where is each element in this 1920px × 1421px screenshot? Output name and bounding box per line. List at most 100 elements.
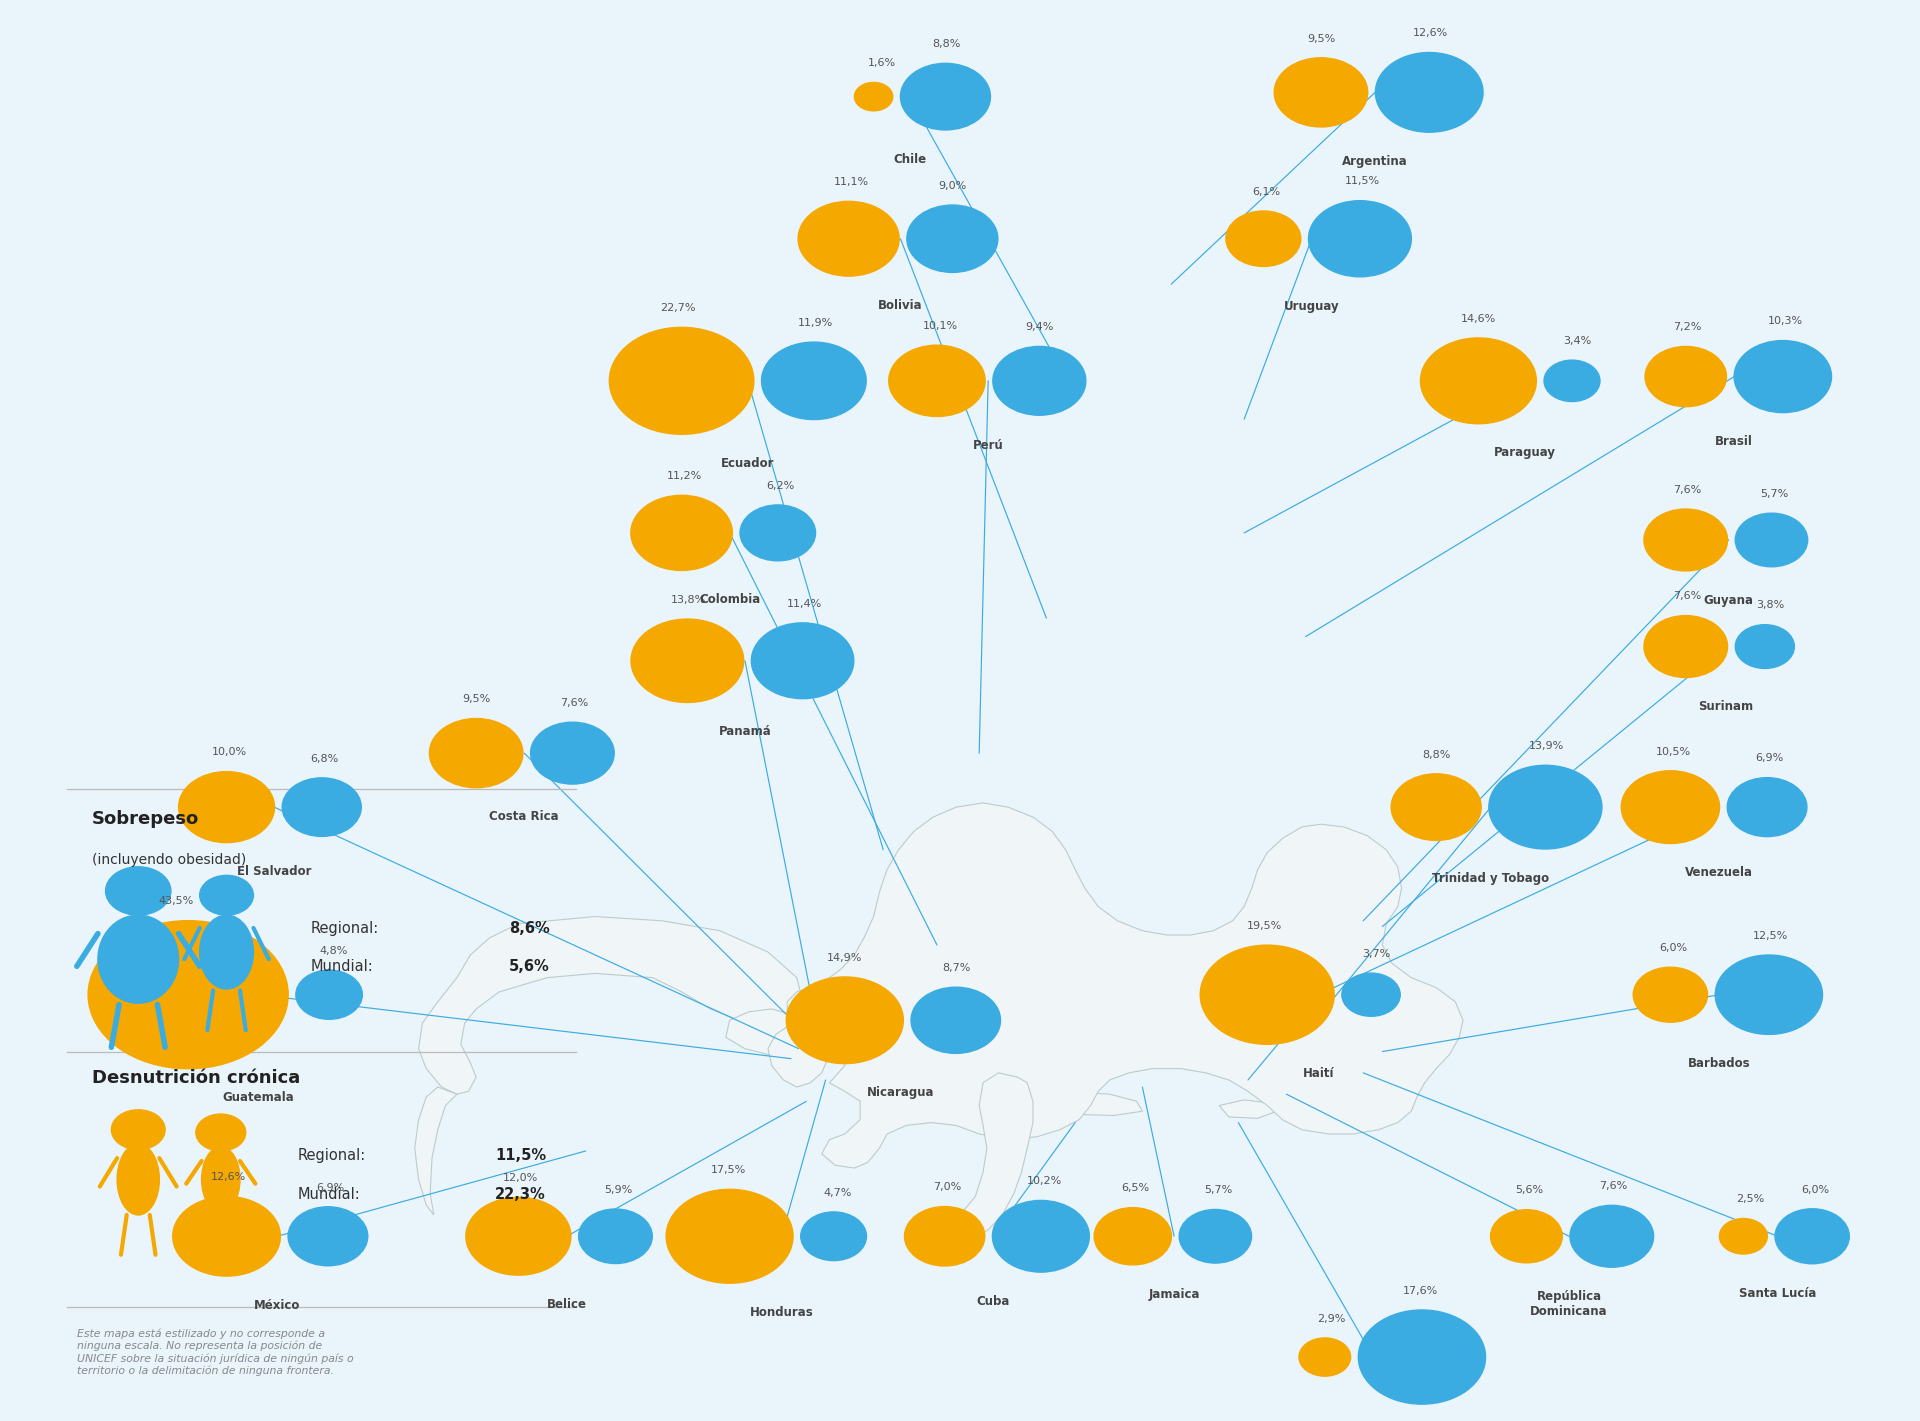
Text: Paraguay: Paraguay bbox=[1494, 446, 1557, 459]
Text: 11,5%: 11,5% bbox=[1344, 176, 1380, 186]
Text: 6,9%: 6,9% bbox=[1755, 753, 1784, 763]
Circle shape bbox=[467, 1198, 570, 1275]
Text: 22,3%: 22,3% bbox=[495, 1187, 545, 1202]
Circle shape bbox=[1644, 615, 1728, 678]
Circle shape bbox=[666, 1189, 793, 1283]
Text: Surinam: Surinam bbox=[1697, 701, 1753, 713]
Text: Jamaica: Jamaica bbox=[1148, 1287, 1200, 1300]
Circle shape bbox=[1200, 945, 1334, 1044]
Circle shape bbox=[430, 719, 522, 787]
Circle shape bbox=[1421, 338, 1536, 423]
Circle shape bbox=[1720, 1219, 1766, 1253]
Circle shape bbox=[1728, 777, 1807, 837]
Text: México: México bbox=[253, 1299, 300, 1312]
Ellipse shape bbox=[202, 1147, 240, 1212]
Circle shape bbox=[200, 875, 253, 915]
Circle shape bbox=[288, 1206, 369, 1266]
Text: 8,8%: 8,8% bbox=[1423, 750, 1452, 760]
Circle shape bbox=[787, 978, 902, 1063]
Text: 12,5%: 12,5% bbox=[1753, 931, 1788, 941]
Text: Argentina: Argentina bbox=[1342, 155, 1407, 168]
Circle shape bbox=[282, 777, 361, 837]
Circle shape bbox=[904, 1206, 985, 1266]
Polygon shape bbox=[998, 1091, 1142, 1115]
Text: 6,5%: 6,5% bbox=[1121, 1184, 1150, 1194]
Circle shape bbox=[1342, 973, 1400, 1016]
Text: Mundial:: Mundial: bbox=[298, 1187, 361, 1202]
Circle shape bbox=[1179, 1209, 1252, 1263]
Text: Honduras: Honduras bbox=[749, 1306, 814, 1319]
Text: 6,9%: 6,9% bbox=[317, 1182, 344, 1192]
Text: 2,5%: 2,5% bbox=[1736, 1194, 1764, 1205]
Text: 12,0%: 12,0% bbox=[503, 1174, 538, 1184]
Circle shape bbox=[1774, 1209, 1849, 1263]
Text: 12,6%: 12,6% bbox=[1413, 28, 1448, 38]
Text: 7,6%: 7,6% bbox=[561, 698, 588, 708]
Text: Mundial:: Mundial: bbox=[311, 959, 374, 975]
Text: Uruguay: Uruguay bbox=[1284, 300, 1340, 313]
Text: Perú: Perú bbox=[973, 439, 1004, 452]
Polygon shape bbox=[726, 1009, 803, 1054]
Circle shape bbox=[762, 342, 866, 419]
Circle shape bbox=[578, 1209, 653, 1263]
Text: Haití: Haití bbox=[1304, 1067, 1334, 1080]
Text: Panamá: Panamá bbox=[718, 725, 772, 737]
Text: Barbados: Barbados bbox=[1688, 1057, 1751, 1070]
Text: 5,7%: 5,7% bbox=[1761, 489, 1789, 499]
Circle shape bbox=[801, 1212, 866, 1260]
Circle shape bbox=[1488, 766, 1601, 848]
Text: República
Dominicana: República Dominicana bbox=[1530, 1290, 1607, 1317]
Circle shape bbox=[88, 921, 288, 1069]
Text: 5,6%: 5,6% bbox=[509, 959, 549, 975]
Text: 11,2%: 11,2% bbox=[666, 472, 701, 482]
Text: El Salvador: El Salvador bbox=[236, 865, 311, 878]
Text: 4,7%: 4,7% bbox=[824, 1188, 852, 1198]
Text: 10,1%: 10,1% bbox=[922, 321, 958, 331]
Text: Desnutrición crónica: Desnutrición crónica bbox=[92, 1069, 300, 1087]
Circle shape bbox=[906, 205, 998, 273]
Circle shape bbox=[993, 347, 1087, 415]
Circle shape bbox=[1309, 200, 1411, 277]
Text: Cuba: Cuba bbox=[975, 1295, 1010, 1307]
Circle shape bbox=[910, 988, 1000, 1053]
Text: 7,2%: 7,2% bbox=[1674, 323, 1701, 333]
Circle shape bbox=[1734, 341, 1832, 412]
Text: Regional:: Regional: bbox=[311, 921, 380, 936]
Circle shape bbox=[1715, 955, 1822, 1034]
Ellipse shape bbox=[117, 1144, 159, 1215]
Text: 11,5%: 11,5% bbox=[495, 1148, 547, 1164]
Text: 11,1%: 11,1% bbox=[833, 178, 868, 188]
Polygon shape bbox=[419, 917, 803, 1094]
Text: 14,9%: 14,9% bbox=[828, 952, 862, 963]
Text: 9,4%: 9,4% bbox=[1025, 323, 1054, 333]
Circle shape bbox=[993, 1201, 1089, 1272]
Circle shape bbox=[530, 722, 614, 784]
Text: 19,5%: 19,5% bbox=[1248, 921, 1283, 931]
Circle shape bbox=[889, 345, 985, 416]
Text: 12,6%: 12,6% bbox=[211, 1172, 246, 1182]
Text: 43,5%: 43,5% bbox=[157, 897, 194, 907]
Text: 11,4%: 11,4% bbox=[787, 598, 822, 608]
Text: Trinidad y Tobago: Trinidad y Tobago bbox=[1432, 871, 1549, 885]
Text: Belice: Belice bbox=[547, 1297, 588, 1312]
Circle shape bbox=[1490, 1209, 1563, 1263]
Text: Santa Lucía: Santa Lucía bbox=[1740, 1286, 1816, 1299]
Text: Venezuela: Venezuela bbox=[1684, 867, 1753, 880]
Circle shape bbox=[1094, 1208, 1171, 1265]
Circle shape bbox=[632, 620, 743, 702]
Text: 7,0%: 7,0% bbox=[933, 1182, 960, 1192]
Text: 10,5%: 10,5% bbox=[1655, 746, 1692, 756]
Circle shape bbox=[296, 971, 363, 1019]
Circle shape bbox=[1392, 774, 1480, 840]
Text: 7,6%: 7,6% bbox=[1599, 1181, 1628, 1191]
Circle shape bbox=[173, 1196, 280, 1276]
Circle shape bbox=[1736, 625, 1795, 668]
Polygon shape bbox=[415, 1087, 457, 1215]
Circle shape bbox=[1275, 58, 1367, 126]
Text: 5,6%: 5,6% bbox=[1515, 1185, 1544, 1195]
Text: 5,7%: 5,7% bbox=[1204, 1185, 1233, 1195]
Text: Costa Rica: Costa Rica bbox=[490, 810, 559, 823]
Text: 5,9%: 5,9% bbox=[605, 1185, 634, 1195]
Text: 13,8%: 13,8% bbox=[670, 595, 707, 605]
Circle shape bbox=[1300, 1339, 1350, 1376]
